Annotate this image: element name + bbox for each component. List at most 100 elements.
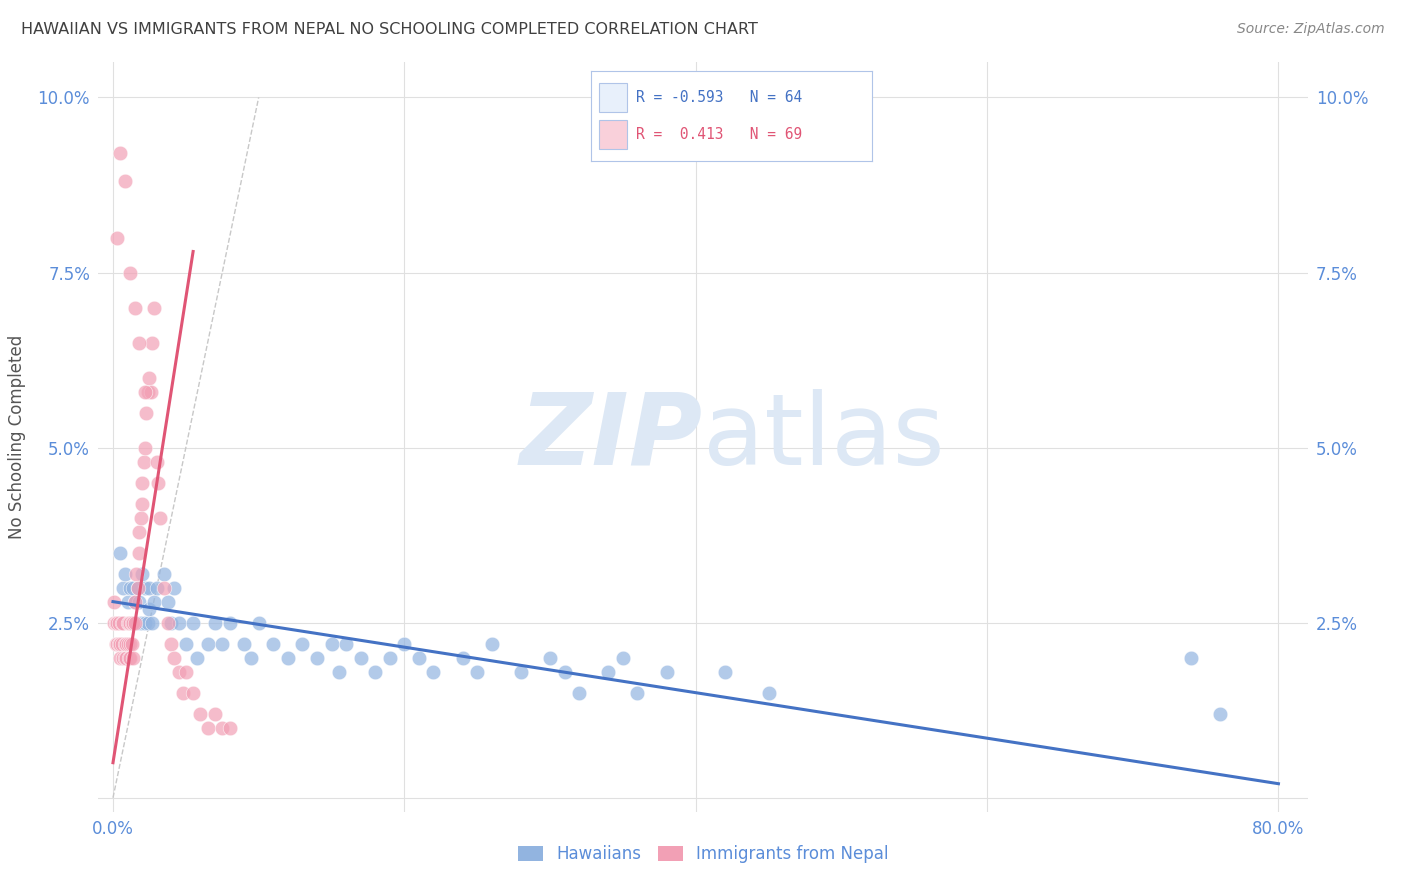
- Point: [136, 615, 159, 630]
- Point: [110, 650, 132, 665]
- Point: [120, 615, 142, 630]
- Point: [157, 615, 180, 630]
- Point: [190, 706, 212, 721]
- Text: HAWAIIAN VS IMMIGRANTS FROM NEPAL NO SCHOOLING COMPLETED CORRELATION CHART: HAWAIIAN VS IMMIGRANTS FROM NEPAL NO SCH…: [21, 22, 758, 37]
- Point: [167, 615, 190, 630]
- Point: [160, 615, 183, 630]
- Point: [138, 581, 160, 595]
- Point: [120, 650, 142, 665]
- Point: [111, 615, 134, 630]
- Point: [120, 581, 142, 595]
- Point: [598, 665, 620, 679]
- Point: [114, 650, 136, 665]
- Point: [112, 615, 135, 630]
- Point: [465, 665, 488, 679]
- Point: [142, 594, 165, 608]
- Point: [131, 475, 153, 490]
- Point: [378, 650, 401, 665]
- Point: [211, 721, 233, 735]
- Point: [122, 615, 145, 630]
- Point: [626, 686, 648, 700]
- Point: [277, 650, 299, 665]
- Point: [408, 650, 430, 665]
- Point: [186, 650, 208, 665]
- Point: [139, 384, 162, 399]
- Point: [204, 706, 226, 721]
- Point: [181, 686, 204, 700]
- Point: [146, 475, 169, 490]
- Point: [134, 615, 156, 630]
- Point: [105, 230, 128, 244]
- Point: [538, 650, 561, 665]
- Point: [163, 581, 186, 595]
- Point: [124, 301, 146, 315]
- Point: [121, 637, 143, 651]
- Point: [197, 721, 219, 735]
- Point: [422, 665, 444, 679]
- Point: [105, 615, 128, 630]
- Point: [134, 441, 156, 455]
- Point: [115, 637, 138, 651]
- Point: [134, 384, 156, 399]
- Point: [112, 581, 135, 595]
- Point: [135, 406, 157, 420]
- Legend: Hawaiians, Immigrants from Nepal: Hawaiians, Immigrants from Nepal: [517, 846, 889, 863]
- Point: [103, 594, 125, 608]
- Point: [141, 335, 163, 350]
- Point: [134, 581, 156, 595]
- Point: [108, 637, 131, 651]
- Point: [321, 637, 343, 651]
- Point: [121, 615, 143, 630]
- Bar: [599, 120, 627, 150]
- Point: [114, 174, 136, 188]
- Point: [115, 650, 138, 665]
- Point: [110, 546, 132, 560]
- Point: [350, 650, 373, 665]
- Point: [247, 615, 270, 630]
- Point: [568, 686, 591, 700]
- Point: [145, 581, 167, 595]
- Point: [262, 637, 284, 651]
- Point: [291, 637, 314, 651]
- Point: [128, 335, 150, 350]
- Point: [103, 615, 125, 630]
- Point: [174, 637, 197, 651]
- Point: [110, 637, 132, 651]
- Point: [157, 594, 180, 608]
- Point: [114, 637, 136, 651]
- Point: [127, 581, 149, 595]
- Point: [153, 581, 176, 595]
- Point: [554, 665, 576, 679]
- Point: [240, 650, 263, 665]
- Point: [121, 615, 143, 630]
- Point: [128, 524, 150, 539]
- Point: [131, 566, 153, 581]
- Point: [160, 637, 183, 651]
- Point: [612, 650, 634, 665]
- Point: [364, 665, 387, 679]
- Point: [305, 650, 328, 665]
- Point: [128, 594, 150, 608]
- Point: [233, 637, 256, 651]
- Point: [197, 637, 219, 651]
- Point: [110, 146, 132, 161]
- Point: [114, 566, 136, 581]
- Point: [127, 581, 149, 595]
- Point: [451, 650, 474, 665]
- Point: [118, 650, 141, 665]
- Point: [138, 601, 160, 615]
- Point: [655, 665, 678, 679]
- Point: [132, 454, 155, 468]
- Point: [122, 581, 145, 595]
- Point: [153, 566, 176, 581]
- Point: [117, 615, 139, 630]
- Point: [394, 637, 416, 651]
- Point: [172, 686, 194, 700]
- Point: [1209, 706, 1232, 721]
- Point: [108, 615, 131, 630]
- Point: [129, 510, 152, 524]
- Point: [125, 615, 148, 630]
- Point: [174, 665, 197, 679]
- Text: R =  0.413   N = 69: R = 0.413 N = 69: [636, 128, 801, 143]
- Point: [1180, 650, 1202, 665]
